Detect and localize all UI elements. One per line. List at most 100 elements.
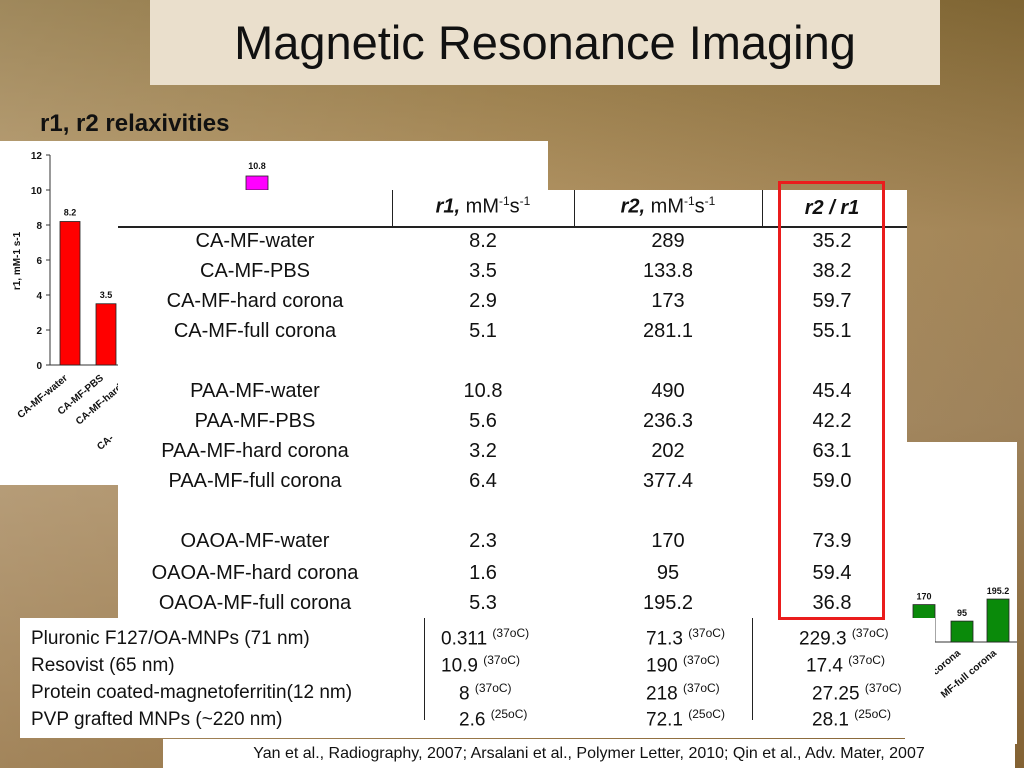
title-banner: Magnetic Resonance Imaging	[150, 0, 940, 85]
grid-line	[762, 190, 763, 228]
table-row-r1: 5.3	[469, 592, 497, 614]
table-row-r1: 8.2	[469, 230, 497, 252]
y-tick-label: 2	[36, 326, 42, 337]
comparison-ratio-note: (25oC)	[854, 707, 891, 721]
comparison-r2-value: 218	[646, 683, 678, 705]
bar-value-label: 95	[957, 608, 967, 618]
comparison-r2-note: (37oC)	[688, 626, 725, 640]
bar-value-label: 8.2	[64, 208, 77, 218]
table-row-name: PAA-MF-water	[190, 380, 320, 402]
table-row-r2: 289	[651, 230, 685, 252]
grid-line	[574, 190, 575, 228]
comparison-r1: 0.311 (37oC)	[441, 626, 529, 650]
header-ratio-label: r2 / r1	[804, 197, 860, 219]
table-row-r2: 170	[651, 530, 685, 552]
table-row-name: PAA-MF-PBS	[194, 410, 316, 432]
comparison-name: PVP grafted MNPs (~220 nm)	[31, 709, 283, 730]
table-row-ratio: 36.8	[812, 592, 852, 614]
header-r2: r2, mM-1s-1	[574, 194, 762, 219]
y-tick-label: 0	[36, 361, 42, 372]
comparison-r2-note: (25oC)	[688, 707, 725, 721]
y-tick-label: 4	[36, 291, 42, 302]
comparison-ratio: 28.1 (25oC)	[812, 707, 891, 731]
comparison-r2: 71.3 (37oC)	[646, 626, 725, 650]
comparison-r2-value: 190	[646, 655, 678, 677]
comparison-ratio-note: (37oC)	[864, 681, 902, 695]
bar-highlight	[245, 175, 269, 191]
comparison-r1: 8 (37oC)	[459, 681, 512, 705]
y-tick-label: 8	[36, 221, 42, 232]
table-row-ratio: 38.2	[812, 260, 852, 282]
table-row-r1: 2.3	[469, 530, 497, 552]
comparison-ratio-value: 28.1	[812, 709, 849, 731]
table-row-ratio: 73.9	[812, 530, 852, 552]
comparison-ratio-value: 229.3	[799, 628, 847, 650]
bar	[950, 620, 974, 643]
comparison-ratio-value: 17.4	[806, 655, 843, 677]
table-row-r2: 236.3	[642, 410, 694, 432]
x-tick-label: CA-	[95, 433, 116, 453]
comparison-r1-note: (37oC)	[483, 653, 520, 667]
table-row-ratio: 42.2	[812, 410, 852, 432]
bar-value-label: 195.2	[987, 586, 1010, 596]
header-r1-unit: mM	[465, 195, 499, 218]
y-tick-label: 12	[31, 151, 43, 162]
section-heading: r1, r2 relaxivities	[40, 110, 230, 137]
comparison-r1-value: 2.6	[459, 709, 486, 731]
comparison-r2: 190 (37oC)	[646, 653, 720, 677]
header-r1: r1, mM-1s-1	[392, 194, 574, 219]
comparison-name: Protein coated-magnetoferritin(12 nm)	[31, 682, 353, 703]
bar	[986, 598, 1010, 643]
comparison-r1-note: (25oC)	[490, 707, 528, 721]
header-r2-s-sup: -1	[704, 194, 716, 208]
comparison-r1-value: 0.311	[441, 628, 488, 650]
comparison-name: Resovist (65 nm)	[31, 655, 175, 676]
y-tick-label: 6	[36, 256, 42, 267]
table-row-name: OAOA-MF-hard corona	[151, 562, 359, 584]
comparison-r2: 218 (37oC)	[646, 681, 720, 705]
header-r1-s-sup: -1	[519, 194, 531, 208]
table-row-r1: 10.8	[463, 380, 503, 402]
table-row-name: OAOA-MF-full corona	[158, 592, 352, 614]
table-row-ratio: 59.7	[812, 290, 852, 312]
header-r2-unit-sup: -1	[684, 194, 695, 208]
table-row-ratio: 59.0	[812, 470, 852, 492]
comparison-r1-note: (37oC)	[474, 681, 512, 695]
table-row-name: OAOA-MF-water	[180, 530, 330, 552]
table-row-name: CA-MF-hard corona	[166, 290, 344, 312]
r2-bar-chart: 170 95 195.2 corona MF-full corona	[905, 442, 1017, 744]
header-r2-s: s	[694, 195, 705, 218]
y-axis-label: r1, mM-1 s-1	[12, 231, 23, 290]
comparison-r2-note: (37oC)	[682, 653, 720, 667]
comparison-ratio-value: 27.25	[812, 683, 860, 705]
comparison-ratio: 17.4 (37oC)	[806, 653, 885, 677]
comparison-ratio: 229.3 (37oC)	[799, 626, 889, 650]
grid-line	[752, 618, 753, 720]
comparison-name: Pluronic F127/OA-MNPs (71 nm)	[31, 628, 310, 649]
header-divider	[118, 226, 907, 228]
comparison-r1-value: 8	[459, 683, 470, 705]
table-row-ratio: 35.2	[812, 230, 852, 252]
comparison-r2-value: 72.1	[646, 709, 683, 731]
header-ratio: r2 / r1	[779, 197, 885, 220]
citation: Yan et al., Radiography, 2007; Arsalani …	[163, 739, 1015, 768]
bar-value-label: 3.5	[100, 290, 113, 300]
header-r1-s: s	[509, 195, 520, 218]
table-row-name: CA-MF-water	[195, 230, 315, 252]
header-r2-symbol: r2,	[620, 195, 646, 218]
comparison-panel	[20, 618, 935, 738]
table-row-ratio: 55.1	[812, 320, 852, 342]
page-title: Magnetic Resonance Imaging	[234, 16, 856, 69]
comparison-r1-note: (37oC)	[492, 626, 530, 640]
ratio-highlight-frame	[778, 181, 885, 620]
x-tick-label: corona	[930, 648, 963, 678]
header-r1-symbol: r1,	[435, 195, 461, 218]
header-r1-unit-sup: -1	[499, 194, 510, 208]
table-row-ratio: 59.4	[812, 562, 852, 584]
table-row-r1: 1.6	[469, 562, 497, 584]
bar-value-label: 10.8	[248, 161, 266, 171]
comparison-ratio-note: (37oC)	[851, 626, 889, 640]
table-row-r2: 202	[651, 440, 685, 462]
table-row-r1: 5.6	[469, 410, 497, 432]
table-row-ratio: 63.1	[812, 440, 852, 462]
